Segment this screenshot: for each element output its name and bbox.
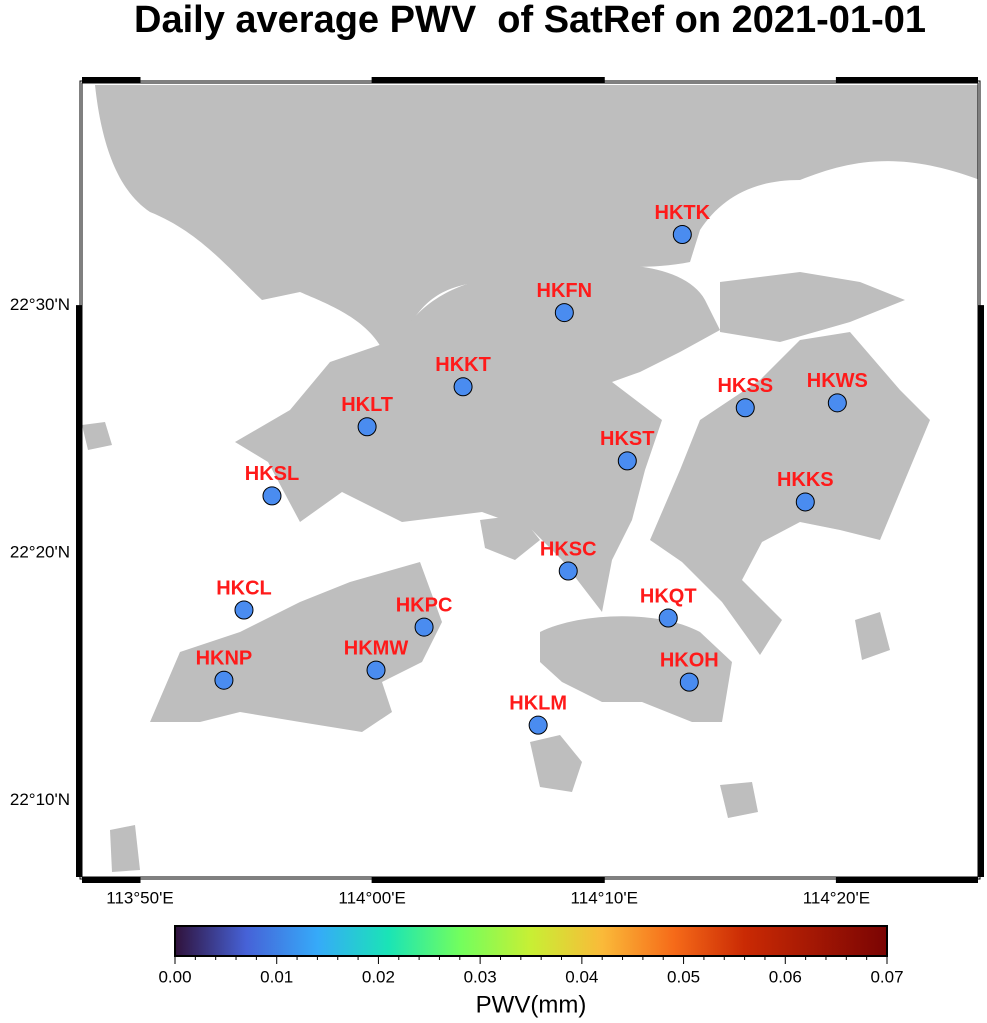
colorbar xyxy=(174,925,888,957)
x-tick-label: 114°10'E xyxy=(571,888,638,907)
station-label: HKPC xyxy=(396,594,453,616)
frame-bar xyxy=(372,77,605,83)
station-label: HKQT xyxy=(640,585,697,607)
station-label: HKSL xyxy=(245,463,299,485)
station-marker xyxy=(357,417,377,437)
y-tick-label: 22°30'N xyxy=(10,295,70,314)
frame-bar xyxy=(82,77,140,83)
frame-bar xyxy=(372,877,605,883)
frame-bar xyxy=(836,77,978,83)
station-label: HKSS xyxy=(717,375,773,397)
station-marker xyxy=(366,660,386,680)
station-marker xyxy=(528,715,548,735)
station-marker xyxy=(214,670,234,690)
station-label: HKSC xyxy=(540,538,597,560)
land xyxy=(82,85,978,872)
colorbar-label: PWV(mm) xyxy=(476,991,587,1018)
frame-bar xyxy=(978,305,984,877)
colorbar-tick-label: 0.03 xyxy=(464,967,497,986)
frame-bar xyxy=(836,877,978,883)
station-label: HKLM xyxy=(509,692,567,714)
station-label: HKNP xyxy=(196,647,253,669)
title: Daily average PWV of SatRef on 2021-01-0… xyxy=(134,0,926,41)
stations: HKTK HKFN HKKT HKLT HKSS HKWS HKST HKSL HKKS HKSC… xyxy=(196,202,868,735)
x-tick-label: 113°50'E xyxy=(106,888,173,907)
station-marker xyxy=(672,225,692,245)
x-tick-label: 114°00'E xyxy=(338,888,405,907)
station-marker xyxy=(679,672,699,692)
station-marker xyxy=(234,600,254,620)
station-marker xyxy=(414,617,434,637)
station-label: HKWS xyxy=(807,370,868,392)
station-marker xyxy=(827,393,847,413)
station-marker xyxy=(735,398,755,418)
station-label: HKKT xyxy=(435,354,491,376)
colorbar-tick-label: 0.02 xyxy=(362,967,395,986)
station-label: HKST xyxy=(600,428,654,450)
colorbar-tick-label: 0.05 xyxy=(667,967,700,986)
station-marker xyxy=(262,486,282,506)
station-label: HKTK xyxy=(655,202,711,224)
colorbar-tick-label: 0.00 xyxy=(158,967,191,986)
station-marker xyxy=(558,561,578,581)
fancy-frame xyxy=(76,77,984,883)
station-label: HKOH xyxy=(660,649,719,671)
station-label: HKKS xyxy=(777,469,834,491)
frame-bar xyxy=(76,305,82,877)
station-marker xyxy=(453,377,473,397)
frame-bar xyxy=(82,877,140,883)
station-label: HKFN xyxy=(537,280,593,302)
station-label: HKCL xyxy=(216,577,272,599)
colorbar-tick-label: 0.06 xyxy=(769,967,802,986)
station-marker xyxy=(617,451,637,471)
station-label: HKMW xyxy=(344,637,409,659)
x-tick-label: 114°20'E xyxy=(803,888,870,907)
station-marker xyxy=(554,303,574,323)
y-tick-label: 22°20'N xyxy=(10,542,70,561)
station-label: HKLT xyxy=(341,394,393,416)
colorbar-tick-label: 0.04 xyxy=(565,967,598,986)
colorbar-tick-label: 0.07 xyxy=(870,967,903,986)
y-tick-label: 22°10'N xyxy=(10,790,70,809)
station-marker xyxy=(658,608,678,628)
station-marker xyxy=(795,492,815,512)
colorbar-tick-label: 0.01 xyxy=(260,967,293,986)
